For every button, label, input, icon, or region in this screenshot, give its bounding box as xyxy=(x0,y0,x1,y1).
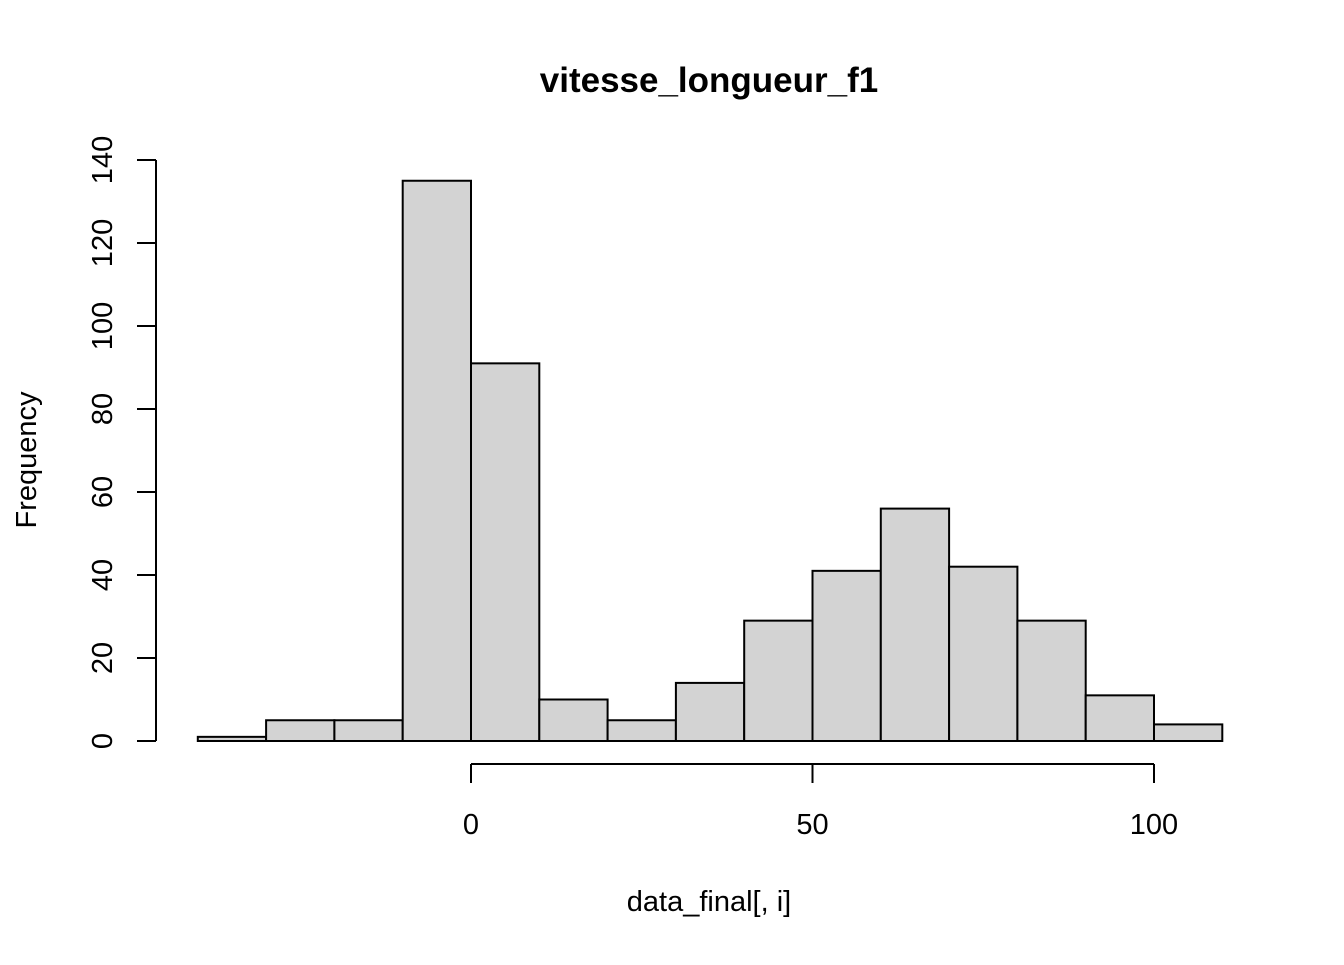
x-tick-label: 0 xyxy=(463,809,479,841)
histogram-bar xyxy=(265,719,336,742)
y-tick-label: 40 xyxy=(87,559,119,591)
chart-title: vitesse_longueur_f1 xyxy=(540,61,878,100)
y-tick-label: 100 xyxy=(87,302,119,350)
y-tick-label: 60 xyxy=(87,476,119,508)
y-tick-label: 140 xyxy=(87,136,119,184)
histogram-bar xyxy=(196,735,268,742)
histogram-bars xyxy=(196,179,1224,743)
y-axis-title: Frequency xyxy=(11,391,43,529)
y-tick-label: 120 xyxy=(87,219,119,267)
x-axis: 0 50 100 xyxy=(463,763,1178,841)
y-tick-label: 20 xyxy=(87,642,119,674)
histogram-bar xyxy=(333,719,404,742)
x-tick-label: 100 xyxy=(1130,809,1178,841)
y-tick-label: 0 xyxy=(87,733,119,749)
histogram-bar xyxy=(470,362,541,742)
histogram-bar xyxy=(538,698,609,742)
x-tick-label: 50 xyxy=(796,809,828,841)
histogram-bar xyxy=(401,179,473,742)
histogram-bar xyxy=(1153,723,1224,743)
histogram-bar xyxy=(811,569,882,742)
histogram-bar xyxy=(606,719,677,742)
histogram-bar xyxy=(948,565,1019,743)
x-axis-title: data_final[, i] xyxy=(627,886,791,918)
histogram-bar xyxy=(674,681,746,743)
histogram-bar xyxy=(879,507,951,742)
histogram-bar xyxy=(1016,619,1087,743)
histogram-bar xyxy=(743,619,814,743)
histogram-bar xyxy=(1084,694,1155,742)
y-tick-label: 80 xyxy=(87,393,119,425)
y-axis: 0 20 40 60 80 100 120 140 xyxy=(87,136,157,749)
